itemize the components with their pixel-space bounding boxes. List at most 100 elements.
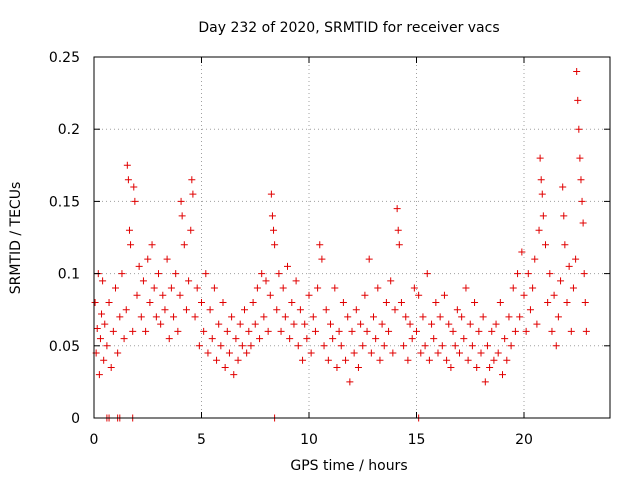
data-point	[460, 335, 468, 343]
data-point	[520, 291, 528, 299]
data-point	[393, 205, 401, 213]
data-point	[324, 356, 332, 364]
data-point	[98, 310, 106, 318]
data-point	[331, 284, 339, 292]
data-point	[560, 212, 568, 220]
data-point	[468, 342, 476, 350]
x-tick-label: 0	[90, 432, 99, 448]
data-point	[217, 342, 225, 350]
data-point	[177, 197, 185, 205]
data-point	[318, 255, 326, 263]
data-point	[430, 335, 438, 343]
chart-title: Day 232 of 2020, SRMTID for receiver vac…	[198, 20, 499, 36]
y-tick-label: 0.15	[49, 194, 80, 210]
data-point	[137, 313, 145, 321]
grid-lines	[94, 57, 610, 418]
data-point	[573, 67, 581, 75]
data-point	[241, 306, 248, 314]
data-point	[185, 277, 193, 285]
data-point	[93, 324, 101, 332]
data-point	[436, 313, 444, 321]
data-point	[112, 284, 119, 292]
data-point	[329, 335, 337, 343]
data-point	[187, 226, 195, 234]
data-point	[129, 327, 137, 335]
data-point	[579, 219, 587, 227]
data-point	[270, 226, 278, 234]
data-point	[213, 356, 221, 364]
data-point	[346, 378, 354, 386]
data-point	[191, 313, 199, 321]
data-point	[335, 327, 343, 335]
data-point	[466, 320, 474, 328]
data-point	[163, 255, 171, 263]
data-point	[544, 298, 552, 306]
data-point	[537, 176, 545, 184]
data-point	[451, 342, 459, 350]
data-point	[581, 298, 589, 306]
data-point	[299, 356, 307, 364]
data-point	[434, 349, 442, 357]
data-point	[279, 284, 287, 292]
data-point	[561, 241, 569, 249]
data-point	[273, 306, 281, 314]
data-point	[139, 277, 147, 285]
data-point	[376, 356, 384, 364]
data-point	[404, 356, 412, 364]
data-point	[155, 270, 162, 278]
data-point	[557, 277, 565, 285]
data-point	[387, 277, 395, 285]
plot-frame	[93, 56, 611, 419]
data-point	[251, 320, 259, 328]
data-point	[221, 363, 229, 371]
data-point	[320, 342, 328, 350]
data-point	[223, 327, 231, 335]
data-point	[536, 154, 544, 162]
data-point	[135, 262, 143, 270]
data-point	[406, 320, 414, 328]
data-point	[131, 197, 139, 205]
y-tick-label: 0	[71, 411, 80, 427]
data-point	[572, 255, 580, 263]
data-point	[576, 154, 584, 162]
y-tick-label: 0.25	[49, 50, 80, 66]
data-point	[180, 241, 188, 249]
data-point	[382, 298, 390, 306]
data-point	[471, 298, 479, 306]
data-point	[288, 298, 296, 306]
data-point	[365, 255, 373, 263]
data-point	[578, 197, 586, 205]
data-point	[337, 342, 345, 350]
data-point	[479, 313, 487, 321]
data-point	[575, 125, 583, 133]
data-point	[234, 356, 242, 364]
y-tick-labels: 0 0.05 0.1 0.15 0.2 0.25	[49, 50, 80, 427]
data-point	[397, 298, 405, 306]
data-points	[91, 67, 590, 422]
data-point	[507, 342, 515, 350]
data-point	[118, 270, 126, 278]
data-point	[361, 291, 369, 299]
data-point	[370, 313, 377, 321]
data-point	[554, 313, 562, 321]
data-point	[546, 270, 554, 278]
data-point	[249, 298, 257, 306]
data-point	[423, 270, 431, 278]
data-point	[402, 313, 410, 321]
data-point	[208, 335, 216, 343]
data-point	[271, 241, 279, 249]
data-point	[260, 313, 268, 321]
data-point	[292, 277, 300, 285]
data-point	[290, 320, 298, 328]
data-point	[539, 212, 547, 220]
data-point	[372, 335, 380, 343]
data-point	[262, 277, 270, 285]
data-point	[488, 327, 496, 335]
data-point	[453, 306, 461, 314]
data-point	[509, 284, 517, 292]
data-point	[580, 270, 588, 278]
x-tick-label: 10	[300, 432, 318, 448]
data-point	[367, 349, 375, 357]
data-point	[533, 320, 541, 328]
data-point	[123, 161, 131, 169]
